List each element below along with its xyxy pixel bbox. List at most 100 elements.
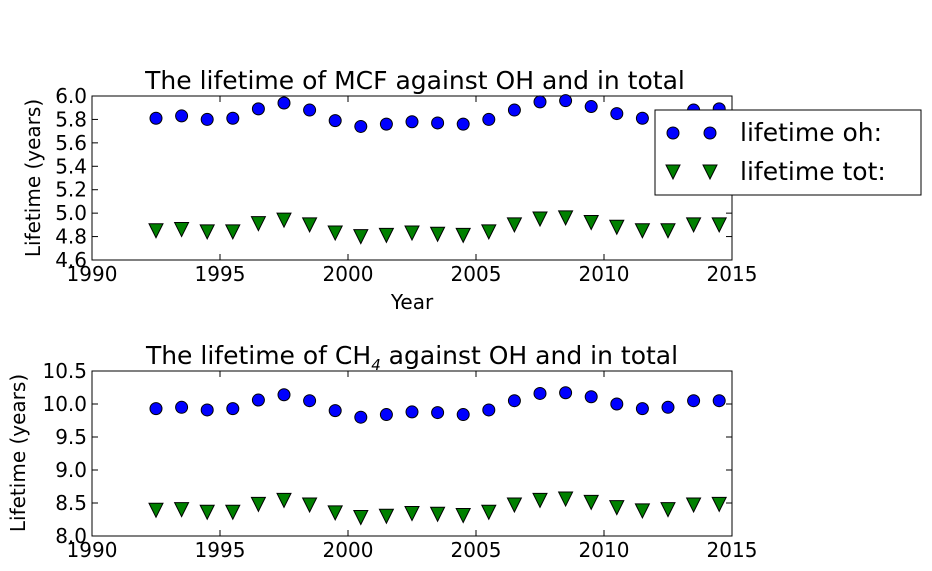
chart-2-series-1-point	[379, 408, 393, 422]
chart-1-plot-area: 1990 1995 2000 2005 2010 20154.64.85.05.25.45…	[55, 84, 757, 286]
chart-1-series-1-point	[610, 107, 624, 121]
chart-2-series-1-point	[610, 397, 624, 411]
chart-1-ytick-label: 5.8	[55, 107, 87, 131]
chart-2-series-1-point	[226, 402, 240, 416]
chart-1-ytick-label: 5.6	[55, 131, 87, 155]
chart-1-series-2-point	[378, 227, 395, 244]
chart-1-series-2-point	[199, 224, 216, 241]
chart-1-series-1-point	[635, 111, 649, 125]
chart-2-series-1-point	[328, 404, 342, 418]
chart-1-series-1-point	[482, 112, 496, 126]
chart-1-series-2-point	[685, 217, 702, 233]
chart-2-series-2-point	[352, 510, 369, 526]
chart-2-series-1	[149, 386, 726, 424]
chart-2-series-2-point	[557, 491, 574, 508]
chart-1-series-2-point	[327, 225, 344, 242]
chart-1-series-1-point	[277, 96, 291, 110]
chart-1-series-1-point	[533, 95, 547, 109]
chart-1-series-2-point	[250, 216, 267, 232]
chart-1-title: The lifetime of MCF against OH and in to…	[144, 66, 685, 95]
chart-2-xtick-label: 2010	[579, 538, 630, 562]
chart-1-series-2-point	[455, 227, 472, 244]
chart-1-ytick-label: 5.2	[55, 178, 87, 202]
chart-1-series-2-point	[301, 217, 318, 233]
chart-2-series-1-point	[456, 408, 470, 422]
chart-2-series-1-point	[661, 400, 675, 414]
chart-2-series-1-point	[354, 410, 368, 424]
chart-1-series-2-point	[660, 223, 676, 239]
chart-2-title: The lifetime of CH4 against OH and in to…	[145, 341, 678, 374]
chart-1-series-1-point	[559, 94, 573, 108]
chart-1-series-2-point	[634, 223, 651, 239]
chart-1-series-1-point	[226, 111, 240, 125]
chart-2-ytick-label: 8.5	[55, 491, 87, 515]
chart-2-series-2-point	[250, 496, 267, 513]
chart-2-xtick-label: 2000	[323, 538, 374, 562]
chart-1-series-2-point	[711, 217, 728, 233]
chart-1-ytick-label: 5.0	[55, 201, 87, 225]
chart-2-series-1-point	[687, 394, 701, 408]
chart-1-series-2-point	[506, 217, 523, 233]
chart-1-series-1-point	[507, 103, 521, 117]
chart-2-series-2-point	[480, 504, 497, 521]
chart-2-ytick-label: 9.0	[55, 458, 87, 482]
chart-1-series-1-point	[584, 100, 598, 114]
chart-1-series-1	[149, 94, 726, 133]
chart-2-axes-frame	[91, 370, 733, 537]
chart-2-series-2	[148, 491, 728, 526]
chart-2-series-1-point	[149, 402, 163, 416]
chart-2-series-2-point	[148, 502, 164, 519]
chart-1-series-2-point	[608, 219, 625, 236]
chart-1-series-2-point	[148, 223, 164, 239]
legend-label-tot: lifetime tot:	[740, 157, 886, 186]
chart-2-series-1-point	[175, 400, 189, 414]
chart-2-series-1-point	[712, 394, 726, 408]
legend-label-oh: lifetime oh:	[740, 118, 882, 147]
chart-2-series-2-point	[173, 502, 190, 518]
chart-1-ytick-label: 6.0	[55, 84, 87, 108]
chart-2-series-2-point	[608, 500, 625, 516]
chart-1-series-1-point	[354, 119, 368, 133]
chart-2-series-1-point	[584, 390, 598, 404]
chart-2-series-1-point	[533, 386, 547, 400]
chart-2-series-1-point	[507, 394, 521, 408]
chart-1-series-2-point	[480, 224, 497, 241]
chart-2-series-2-point	[429, 506, 446, 523]
chart-2-title-suffix: against OH and in total	[381, 341, 678, 370]
chart-1-xtick-label: 1990	[67, 262, 118, 286]
chart-1-series-2-point	[532, 211, 548, 228]
legend-marker-1	[666, 126, 680, 140]
legend-box	[654, 109, 922, 196]
chart-1-series-2-point	[557, 210, 574, 226]
chart-1-series-2-point	[404, 225, 420, 242]
chart-2-ytick-label: 8.0	[55, 524, 87, 548]
legend-marker-2	[665, 164, 681, 181]
chart-2-series-1-point	[277, 388, 291, 402]
chart-1-xtick-label: 2010	[579, 262, 630, 286]
chart-1-series-1-point	[251, 102, 265, 116]
chart-1-series-2-point	[276, 212, 292, 229]
chart-2-series-2-point	[506, 497, 523, 514]
chart-2-series-1-point	[431, 406, 445, 420]
chart-2-series-2-point	[378, 508, 395, 525]
chart-2-series-2-point	[404, 506, 420, 522]
legend-marker-1	[703, 126, 717, 140]
chart-2-series-1-point	[251, 393, 265, 407]
chart-1-series-1-point	[149, 111, 163, 125]
chart-2-series-2-point	[583, 494, 600, 511]
chart-1-ylabel: Lifetime (years)	[21, 99, 45, 257]
chart-1-series-2-point	[583, 215, 600, 231]
chart-2-ytick-label: 10.5	[42, 359, 87, 383]
chart-1-series-1-point	[456, 117, 470, 131]
chart-2-series-2-point	[199, 504, 216, 521]
chart-2-series-2-point	[224, 504, 241, 521]
chart-1-ytick-label: 4.8	[55, 225, 87, 249]
chart-2-plot-area: 1990 1995 2000 2005 2010 2015 8.0 8.5 9.0 9.5 10.0…	[42, 359, 757, 562]
chart-2-series-1-point	[635, 402, 649, 416]
chart-2-series-2-point	[685, 497, 702, 514]
chart-2-ytick-label: 10.0	[42, 392, 87, 416]
chart-2-series-2-point	[327, 505, 344, 522]
chart-2-xtick-label: 1995	[195, 538, 246, 562]
chart-1-series-2-point	[173, 222, 190, 238]
